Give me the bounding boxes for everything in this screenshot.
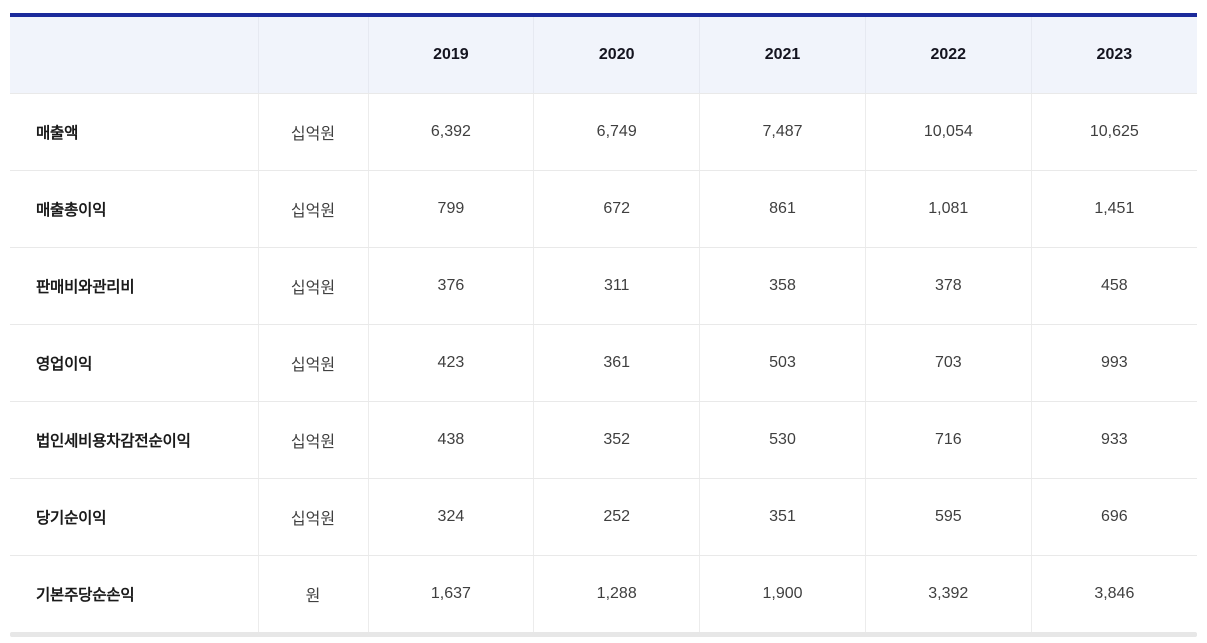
value-cell: 1,900: [699, 555, 866, 632]
value-cell: 10,054: [864, 93, 1032, 171]
table-row-gross-profit: 매출총이익 십억원 799 672 861 1,081 1,451: [10, 170, 1197, 248]
row-label: 영업이익: [10, 324, 258, 402]
value-cell: 696: [1030, 478, 1197, 556]
value-cell: 311: [533, 247, 700, 325]
row-label: 기본주당순손익: [10, 555, 258, 632]
table-header-row: 2019 2020 2021 2022 2023: [10, 15, 1197, 94]
row-label: 당기순이익: [10, 478, 258, 556]
value-cell: 933: [1030, 401, 1197, 479]
row-label: 법인세비용차감전순이익: [10, 401, 258, 479]
value-cell: 351: [699, 478, 866, 556]
row-label: 매출액: [10, 93, 258, 171]
header-metric-blank: [10, 15, 258, 94]
table-row-net-income: 당기순이익 십억원 324 252 351 595 696: [10, 478, 1197, 556]
value-cell: 3,392: [864, 555, 1032, 632]
table-row-operating-profit: 영업이익 십억원 423 361 503 703 993: [10, 324, 1197, 402]
value-cell: 716: [864, 401, 1032, 479]
value-cell: 530: [699, 401, 866, 479]
value-cell: 6,749: [533, 93, 700, 171]
header-unit-blank: [257, 15, 368, 94]
row-unit: 원: [257, 555, 368, 632]
value-cell: 378: [864, 247, 1032, 325]
value-cell: 799: [367, 170, 534, 248]
value-cell: 993: [1030, 324, 1197, 402]
value-cell: 358: [699, 247, 866, 325]
value-cell: 703: [864, 324, 1032, 402]
row-unit: 십억원: [257, 247, 368, 325]
year-header-2021: 2021: [699, 15, 866, 94]
row-label: 매출총이익: [10, 170, 258, 248]
row-unit: 십억원: [257, 478, 368, 556]
value-cell: 7,487: [699, 93, 866, 171]
year-header-2023: 2023: [1030, 15, 1197, 94]
value-cell: 6,392: [367, 93, 534, 171]
value-cell: 458: [1030, 247, 1197, 325]
value-cell: 352: [533, 401, 700, 479]
value-cell: 3,846: [1030, 555, 1197, 632]
annual-financials-table: 2019 2020 2021 2022 2023 매출액 십억원 6,392 6…: [10, 13, 1197, 632]
year-header-2022: 2022: [864, 15, 1032, 94]
year-header-2019: 2019: [367, 15, 534, 94]
value-cell: 376: [367, 247, 534, 325]
value-cell: 1,637: [367, 555, 534, 632]
value-cell: 252: [533, 478, 700, 556]
value-cell: 861: [699, 170, 866, 248]
table-bottom-border: [10, 632, 1197, 637]
value-cell: 361: [533, 324, 700, 402]
year-header-2020: 2020: [533, 15, 700, 94]
table-row-sgna: 판매비와관리비 십억원 376 311 358 378 458: [10, 247, 1197, 325]
value-cell: 423: [367, 324, 534, 402]
value-cell: 503: [699, 324, 866, 402]
row-unit: 십억원: [257, 170, 368, 248]
value-cell: 1,081: [864, 170, 1032, 248]
value-cell: 1,451: [1030, 170, 1197, 248]
table-row-pretax-income: 법인세비용차감전순이익 십억원 438 352 530 716 933: [10, 401, 1197, 479]
value-cell: 1,288: [533, 555, 700, 632]
value-cell: 438: [367, 401, 534, 479]
table-row-basic-eps: 기본주당순손익 원 1,637 1,288 1,900 3,392 3,846: [10, 555, 1197, 632]
row-unit: 십억원: [257, 401, 368, 479]
value-cell: 595: [864, 478, 1032, 556]
table-row-revenue: 매출액 십억원 6,392 6,749 7,487 10,054 10,625: [10, 93, 1197, 171]
value-cell: 672: [533, 170, 700, 248]
row-label: 판매비와관리비: [10, 247, 258, 325]
value-cell: 324: [367, 478, 534, 556]
value-cell: 10,625: [1030, 93, 1197, 171]
row-unit: 십억원: [257, 93, 368, 171]
row-unit: 십억원: [257, 324, 368, 402]
